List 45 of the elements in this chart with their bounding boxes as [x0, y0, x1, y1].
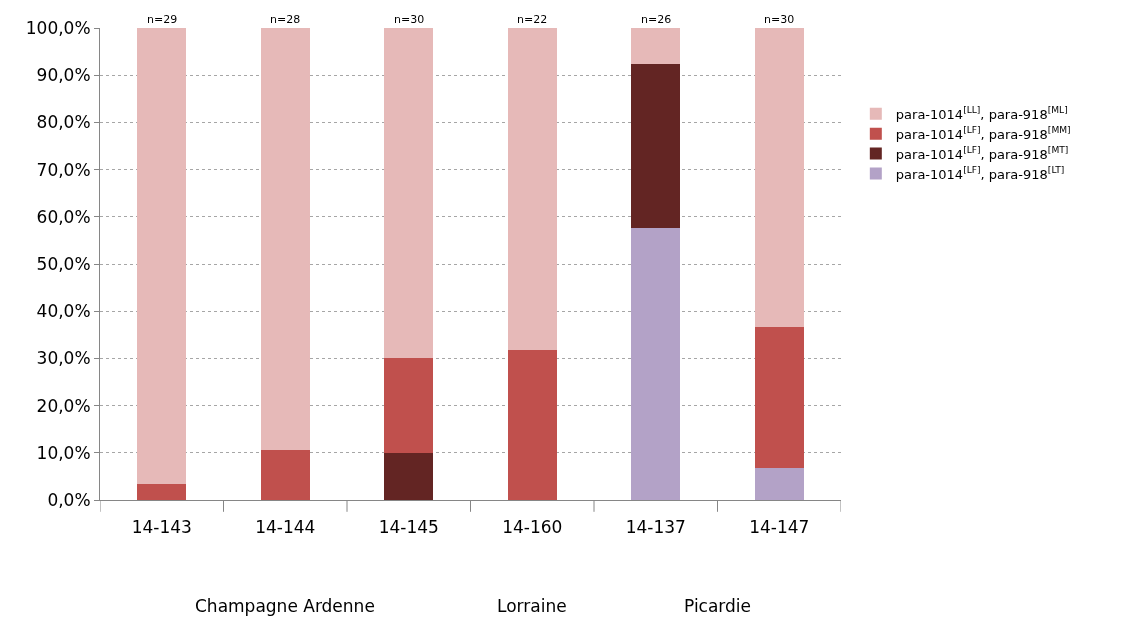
bar	[754, 326, 804, 469]
legend-label: para-1014$^{[LF]}$, para-918$^{[MT]}$	[895, 145, 1069, 162]
y-tick-label: 0,0%	[47, 489, 91, 510]
x-tick-label: 14-147	[749, 517, 810, 538]
annotation: n=22	[517, 13, 548, 26]
text: Picardie	[684, 596, 752, 616]
bar	[754, 468, 804, 500]
annotation: n=26	[641, 13, 672, 26]
annotation: n=28	[270, 13, 301, 26]
y-tick-label: 30,0%	[36, 348, 91, 369]
bar	[631, 227, 681, 500]
y-tick-label: 20,0%	[36, 395, 91, 416]
legend-label: para-1014$^{[LF]}$, para-918$^{[MM]}$	[895, 125, 1071, 142]
y-tick-label: 50,0%	[36, 253, 91, 274]
y-tick-label: 100,0%	[25, 17, 91, 38]
bar	[384, 28, 434, 359]
bar	[507, 28, 557, 350]
bar	[137, 483, 187, 500]
y-tick-label: 80,0%	[36, 112, 91, 133]
y-tick-label: 70,0%	[36, 159, 91, 180]
x-tick-label: 14-137	[625, 517, 686, 538]
bar	[260, 449, 310, 500]
y-tick-label: 10,0%	[36, 442, 91, 463]
legend-label: para-1014$^{[LF]}$, para-918$^{[LT]}$	[895, 165, 1065, 182]
x-tick-label: 14-143	[131, 517, 192, 538]
bar	[507, 349, 557, 500]
annotation: n=30	[764, 13, 795, 26]
bar	[631, 28, 681, 65]
bar	[754, 28, 804, 327]
bar	[260, 28, 310, 450]
y-tick-label: 60,0%	[36, 206, 91, 227]
annotation: n=30	[394, 13, 425, 26]
x-tick-label: 14-160	[502, 517, 563, 538]
legend-label: para-1014$^{[LL]}$, para-918$^{[ML]}$	[895, 105, 1068, 122]
bar	[631, 64, 681, 228]
x-tick-label: 14-144	[255, 517, 316, 538]
text: Lorraine	[497, 596, 567, 616]
text: Champagne Ardenne	[195, 596, 375, 616]
bar	[137, 28, 187, 484]
bar	[384, 452, 434, 500]
y-tick-label: 90,0%	[36, 65, 91, 86]
bar	[384, 358, 434, 453]
x-tick-label: 14-145	[378, 517, 439, 538]
y-tick-label: 40,0%	[36, 301, 91, 322]
annotation: n=29	[147, 13, 178, 26]
